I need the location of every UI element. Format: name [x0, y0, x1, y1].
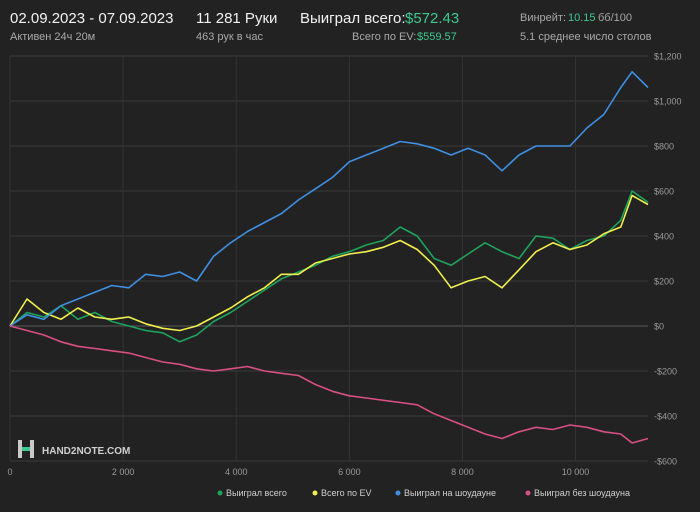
series-won-nonshowdown-line — [9, 325, 649, 444]
ev-total-label: Всего по EV: — [352, 31, 417, 43]
hands-count: 11 281 Руки — [196, 10, 278, 27]
series-won-showdown-legend-label: Выиграл на шоудауне — [404, 488, 496, 498]
winrate-unit: бб/100 — [598, 12, 633, 24]
stats-header: 02.09.2023 - 07.09.2023 Активен 24ч 20м … — [0, 0, 700, 48]
y-tick-label: $600 — [654, 187, 674, 197]
series-won-showdown-line — [9, 70, 649, 327]
winnings-chart: 0 2 000 4 000 6 000 8 000 10 000 $1,200 $1,000… — [7, 52, 682, 499]
avg-tables: 5.1 среднее число столов — [520, 31, 652, 43]
date-range: 02.09.2023 - 07.09.2023 — [10, 10, 174, 27]
active-time: Активен 24ч 20м — [10, 31, 96, 43]
series-won-total-legend-label: Выиграл всего — [226, 488, 287, 498]
y-tick-label: $0 — [654, 322, 664, 332]
series-ev-total-line — [9, 194, 649, 332]
ev-total-value: $559.57 — [417, 31, 457, 43]
x-tick-label: 2 000 — [112, 467, 135, 477]
winrate-value: 10.15 — [568, 12, 596, 24]
series-won-total-line — [9, 190, 649, 343]
won-total-label: Выиграл всего: — [300, 10, 406, 27]
hands-per-hour: 463 рук в час — [196, 31, 264, 43]
x-tick-label: 6 000 — [338, 467, 361, 477]
won-total-value: $572.43 — [405, 10, 460, 27]
y-tick-label: -$200 — [654, 367, 677, 377]
x-tick-label: 10 000 — [562, 467, 590, 477]
logo-text: HAND2NOTE.COM — [42, 446, 130, 457]
x-axis: 0 2 000 4 000 6 000 8 000 10 000 — [7, 467, 589, 477]
x-tick-label: 8 000 — [451, 467, 474, 477]
series-ev-total-legend-label: Всего по EV — [321, 488, 371, 498]
series-won-nonshowdown-legend-label: Выиграл без шоудауна — [534, 488, 630, 498]
y-tick-label: -$600 — [654, 457, 677, 467]
y-tick-label: $800 — [654, 142, 674, 152]
x-tick-label: 4 000 — [225, 467, 248, 477]
y-tick-label: -$400 — [654, 412, 677, 422]
series-won-showdown-legend-dot — [395, 490, 401, 496]
chart-series — [9, 70, 649, 444]
chart-grid — [9, 55, 648, 462]
winrate-label: Винрейт: — [520, 12, 567, 24]
series-won-nonshowdown-legend-dot — [525, 490, 531, 496]
chart-legend: Выиграл всего Всего по EV Выиграл на шоуда… — [217, 488, 630, 498]
y-tick-label: $1,000 — [654, 97, 682, 107]
hand2note-logo: HAND2NOTE.COM — [18, 440, 130, 458]
y-tick-label: $1,200 — [654, 52, 682, 62]
series-won-total-legend-dot — [217, 490, 223, 496]
x-tick-label: 0 — [7, 467, 12, 477]
y-axis: $1,200 $1,000 $800 $600 $400 $200 $0 -$200 -$400… — [654, 52, 682, 467]
y-tick-label: $200 — [654, 277, 674, 287]
series-ev-total-legend-dot — [312, 490, 318, 496]
y-tick-label: $400 — [654, 232, 674, 242]
